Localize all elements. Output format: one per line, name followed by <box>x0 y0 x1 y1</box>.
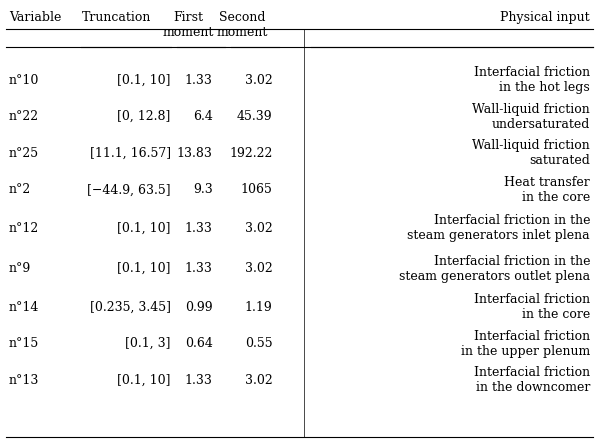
Text: Wall-liquid friction
undersaturated: Wall-liquid friction undersaturated <box>472 103 590 131</box>
Text: n°15: n°15 <box>9 337 40 350</box>
Text: 1.33: 1.33 <box>184 262 213 275</box>
Text: Physical input: Physical input <box>500 11 590 24</box>
Text: Interfacial friction
in the core: Interfacial friction in the core <box>474 293 590 321</box>
Text: First
moment: First moment <box>163 11 214 39</box>
Text: 3.02: 3.02 <box>245 73 273 87</box>
Text: 6.4: 6.4 <box>193 110 213 123</box>
Text: n°13: n°13 <box>9 374 40 387</box>
Text: 1065: 1065 <box>241 183 273 197</box>
Text: [−44.9, 63.5]: [−44.9, 63.5] <box>87 183 171 197</box>
Text: n°25: n°25 <box>9 147 39 160</box>
Text: Variable: Variable <box>9 11 61 24</box>
Text: 0.55: 0.55 <box>245 337 273 350</box>
Text: [11.1, 16.57]: [11.1, 16.57] <box>90 147 171 160</box>
Text: [0.235, 3.45]: [0.235, 3.45] <box>90 300 171 314</box>
Text: [0.1, 10]: [0.1, 10] <box>117 73 171 87</box>
Text: 0.99: 0.99 <box>185 300 213 314</box>
Text: Interfacial friction in the
steam generators inlet plena: Interfacial friction in the steam genera… <box>407 215 590 242</box>
Text: 1.33: 1.33 <box>184 222 213 235</box>
Text: n°14: n°14 <box>9 300 40 314</box>
Text: 1.19: 1.19 <box>245 300 273 314</box>
Text: Wall-liquid friction
saturated: Wall-liquid friction saturated <box>472 139 590 167</box>
Text: n°10: n°10 <box>9 73 40 87</box>
Text: [0.1, 10]: [0.1, 10] <box>117 262 171 275</box>
Text: n°12: n°12 <box>9 222 40 235</box>
Text: Interfacial friction
in the downcomer: Interfacial friction in the downcomer <box>474 367 590 394</box>
Text: [0.1, 10]: [0.1, 10] <box>117 374 171 387</box>
Text: Interfacial friction
in the upper plenum: Interfacial friction in the upper plenum <box>461 330 590 358</box>
Text: 3.02: 3.02 <box>245 262 273 275</box>
Text: 1.33: 1.33 <box>184 374 213 387</box>
Text: [0.1, 10]: [0.1, 10] <box>117 222 171 235</box>
Text: 9.3: 9.3 <box>193 183 213 197</box>
Text: 1.33: 1.33 <box>184 73 213 87</box>
Text: 3.02: 3.02 <box>245 222 273 235</box>
Text: n°2: n°2 <box>9 183 31 197</box>
Text: 0.64: 0.64 <box>184 337 213 350</box>
Text: 45.39: 45.39 <box>237 110 273 123</box>
Text: [0, 12.8]: [0, 12.8] <box>117 110 171 123</box>
Text: 192.22: 192.22 <box>229 147 273 160</box>
Text: Interfacial friction in the
steam generators outlet plena: Interfacial friction in the steam genera… <box>399 255 590 283</box>
Text: Interfacial friction
in the hot legs: Interfacial friction in the hot legs <box>474 66 590 94</box>
Text: 3.02: 3.02 <box>245 374 273 387</box>
Text: n°9: n°9 <box>9 262 31 275</box>
Text: 13.83: 13.83 <box>177 147 213 160</box>
Text: Truncation: Truncation <box>82 11 152 24</box>
Text: Second
moment: Second moment <box>217 11 268 39</box>
Text: Heat transfer
in the core: Heat transfer in the core <box>504 176 590 204</box>
Text: n°22: n°22 <box>9 110 39 123</box>
Text: [0.1, 3]: [0.1, 3] <box>125 337 171 350</box>
